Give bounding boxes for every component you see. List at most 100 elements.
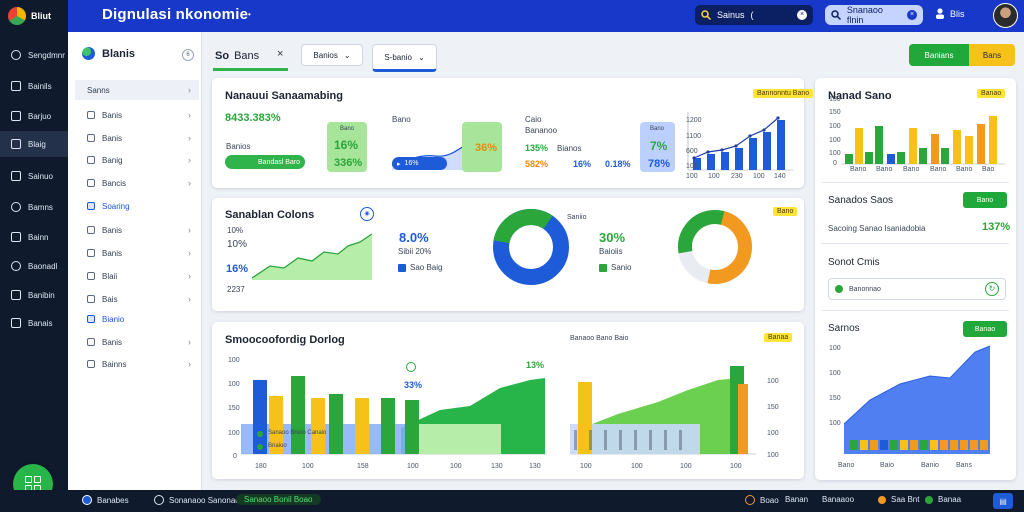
chart-bar bbox=[619, 430, 622, 450]
x-tick: Bano bbox=[903, 166, 920, 173]
x-tick: Bans bbox=[956, 462, 972, 469]
dropdown-1[interactable]: Banios ⌄ bbox=[301, 44, 363, 66]
chart-bar bbox=[845, 154, 853, 164]
avatar[interactable] bbox=[993, 3, 1018, 28]
remove-filter-icon[interactable]: × bbox=[907, 10, 917, 20]
status-right-2[interactable]: Banan bbox=[785, 495, 808, 504]
sidebar-item[interactable]: Bais › bbox=[75, 289, 199, 309]
status-right-3[interactable]: Banaaoo bbox=[822, 495, 854, 504]
notifications-icon[interactable]: ▤ bbox=[993, 493, 1013, 509]
sidebar-item[interactable]: Banis › bbox=[75, 128, 199, 148]
secondary-action-button[interactable]: Bans bbox=[969, 44, 1015, 66]
status-right-1[interactable]: Boao bbox=[745, 495, 779, 505]
trend-note-1: 33% bbox=[404, 380, 423, 390]
refresh-icon[interactable]: ↻ bbox=[985, 282, 999, 296]
clock-icon bbox=[154, 495, 164, 505]
status-item-3[interactable]: Sanaoo Bonil Boao bbox=[236, 494, 321, 505]
tab-main[interactable]: So Bans bbox=[213, 44, 288, 71]
donut-chart-1 bbox=[493, 209, 569, 285]
home-icon bbox=[11, 50, 21, 60]
search-input[interactable]: Sainus ( × bbox=[695, 5, 813, 25]
sidebar-item-label: Soaring bbox=[102, 201, 130, 211]
rail-item[interactable]: Blaig bbox=[0, 131, 68, 157]
rail-item[interactable]: Bainn bbox=[0, 224, 68, 250]
mid-value: 36% bbox=[475, 142, 498, 154]
rail-item[interactable]: Sengdmnr bbox=[0, 42, 68, 68]
title-menu-icon[interactable]: • bbox=[248, 10, 251, 19]
area-chart bbox=[251, 233, 373, 280]
dropdown-2[interactable]: S-banio ⌄ bbox=[372, 44, 437, 72]
document-icon bbox=[11, 81, 21, 91]
status-right-5[interactable]: Banaa bbox=[925, 495, 961, 504]
sidebar-item[interactable]: Banis › bbox=[75, 105, 199, 125]
filter-chip[interactable]: Snanaoo flnin × bbox=[825, 5, 923, 25]
toggle-row[interactable]: Banonnao ↻ bbox=[828, 278, 1006, 300]
sidebar-item[interactable]: Banis › bbox=[75, 220, 199, 240]
legend-swatch bbox=[398, 264, 406, 272]
chart-point bbox=[706, 150, 710, 154]
item-icon bbox=[87, 249, 95, 257]
file-icon bbox=[11, 139, 21, 149]
info-icon[interactable]: ◉ bbox=[360, 207, 374, 221]
x-tick: 140 bbox=[774, 173, 786, 180]
trend-note-2: 13% bbox=[526, 360, 545, 370]
sidebar-item[interactable]: Bianio bbox=[75, 309, 199, 329]
item-icon bbox=[87, 272, 95, 280]
rail-label: Sengdmnr bbox=[28, 50, 65, 60]
rail-item[interactable]: Baonadl bbox=[0, 253, 68, 279]
sidebar-item[interactable]: Banis › bbox=[75, 332, 199, 352]
rail-item[interactable]: Bamns bbox=[0, 194, 68, 220]
rail-item[interactable]: Sainuo bbox=[0, 163, 68, 189]
sales-badge[interactable]: Banao bbox=[963, 321, 1007, 337]
sidebar-item[interactable]: Bainns › bbox=[75, 354, 199, 374]
kpi-card bbox=[212, 78, 804, 188]
rail-item[interactable]: Barjuo bbox=[0, 103, 68, 129]
sidebar-item-label: Bainns bbox=[102, 359, 127, 369]
chart-bar bbox=[931, 134, 939, 164]
close-tab-icon[interactable]: × bbox=[277, 48, 284, 60]
sidebar-item[interactable]: Blaii › bbox=[75, 266, 199, 286]
status-item-1[interactable]: Banabes bbox=[82, 495, 129, 505]
chevron-right-icon: › bbox=[188, 133, 191, 143]
chart-bar bbox=[735, 148, 743, 170]
sidebar-item[interactable]: Banig › bbox=[75, 150, 199, 170]
x-tick: Bano bbox=[850, 166, 867, 173]
rail-item[interactable]: Banais bbox=[0, 310, 68, 336]
primary-action-button[interactable]: Banians bbox=[909, 44, 969, 66]
x-tick: 130 bbox=[529, 463, 541, 470]
sidebar-item[interactable]: Banis › bbox=[75, 243, 199, 263]
sidebar-count-badge[interactable]: 6 bbox=[182, 49, 194, 61]
chart-point bbox=[748, 134, 752, 138]
y-tick: 150 bbox=[767, 404, 779, 411]
legend-dot bbox=[257, 444, 263, 450]
chevron-right-icon: › bbox=[188, 110, 191, 120]
status-item-2[interactable]: Sonanaoo Sanonao bbox=[154, 495, 240, 505]
sidebar-item-label: Banis bbox=[102, 248, 123, 258]
sidebar-item[interactable]: Sanns › bbox=[75, 80, 199, 100]
x-tick: 100 bbox=[450, 463, 462, 470]
rail-item[interactable]: Banibin bbox=[0, 282, 68, 308]
sidebar-item[interactable]: Bancis › bbox=[75, 173, 199, 193]
sidebar-item[interactable]: Soaring bbox=[75, 196, 199, 216]
rail-item[interactable]: Bainils bbox=[0, 73, 68, 99]
stats-button[interactable]: Bano bbox=[963, 192, 1007, 208]
right-value-3: 16% bbox=[573, 159, 592, 169]
y-tick: 1100 bbox=[686, 133, 702, 140]
chart-point bbox=[762, 128, 766, 132]
sales-title: Sarnos bbox=[828, 323, 860, 334]
chart-bar bbox=[920, 440, 928, 450]
mid-pill[interactable]: ▸ 16% bbox=[392, 157, 447, 170]
kpi-pill[interactable]: Bandasl Baro bbox=[225, 155, 305, 169]
clear-search-icon[interactable]: × bbox=[797, 10, 807, 20]
brand-logo[interactable]: Bliut bbox=[0, 0, 68, 32]
x-tick: Bao bbox=[982, 166, 995, 173]
chevron-right-icon: › bbox=[188, 225, 191, 235]
status-bar: Banabes Sonanaoo Sanonao Sanaoo Bonil Bo… bbox=[0, 490, 1024, 512]
item-icon bbox=[87, 360, 95, 368]
status-right-4[interactable]: Saa Bnt bbox=[878, 495, 919, 504]
sidebar-header: Blanis bbox=[82, 47, 135, 60]
chart-bar bbox=[693, 158, 701, 170]
user-menu[interactable]: Blis bbox=[935, 8, 965, 19]
kpi-box-2-value: 7% bbox=[650, 139, 668, 153]
item-icon bbox=[87, 202, 95, 210]
